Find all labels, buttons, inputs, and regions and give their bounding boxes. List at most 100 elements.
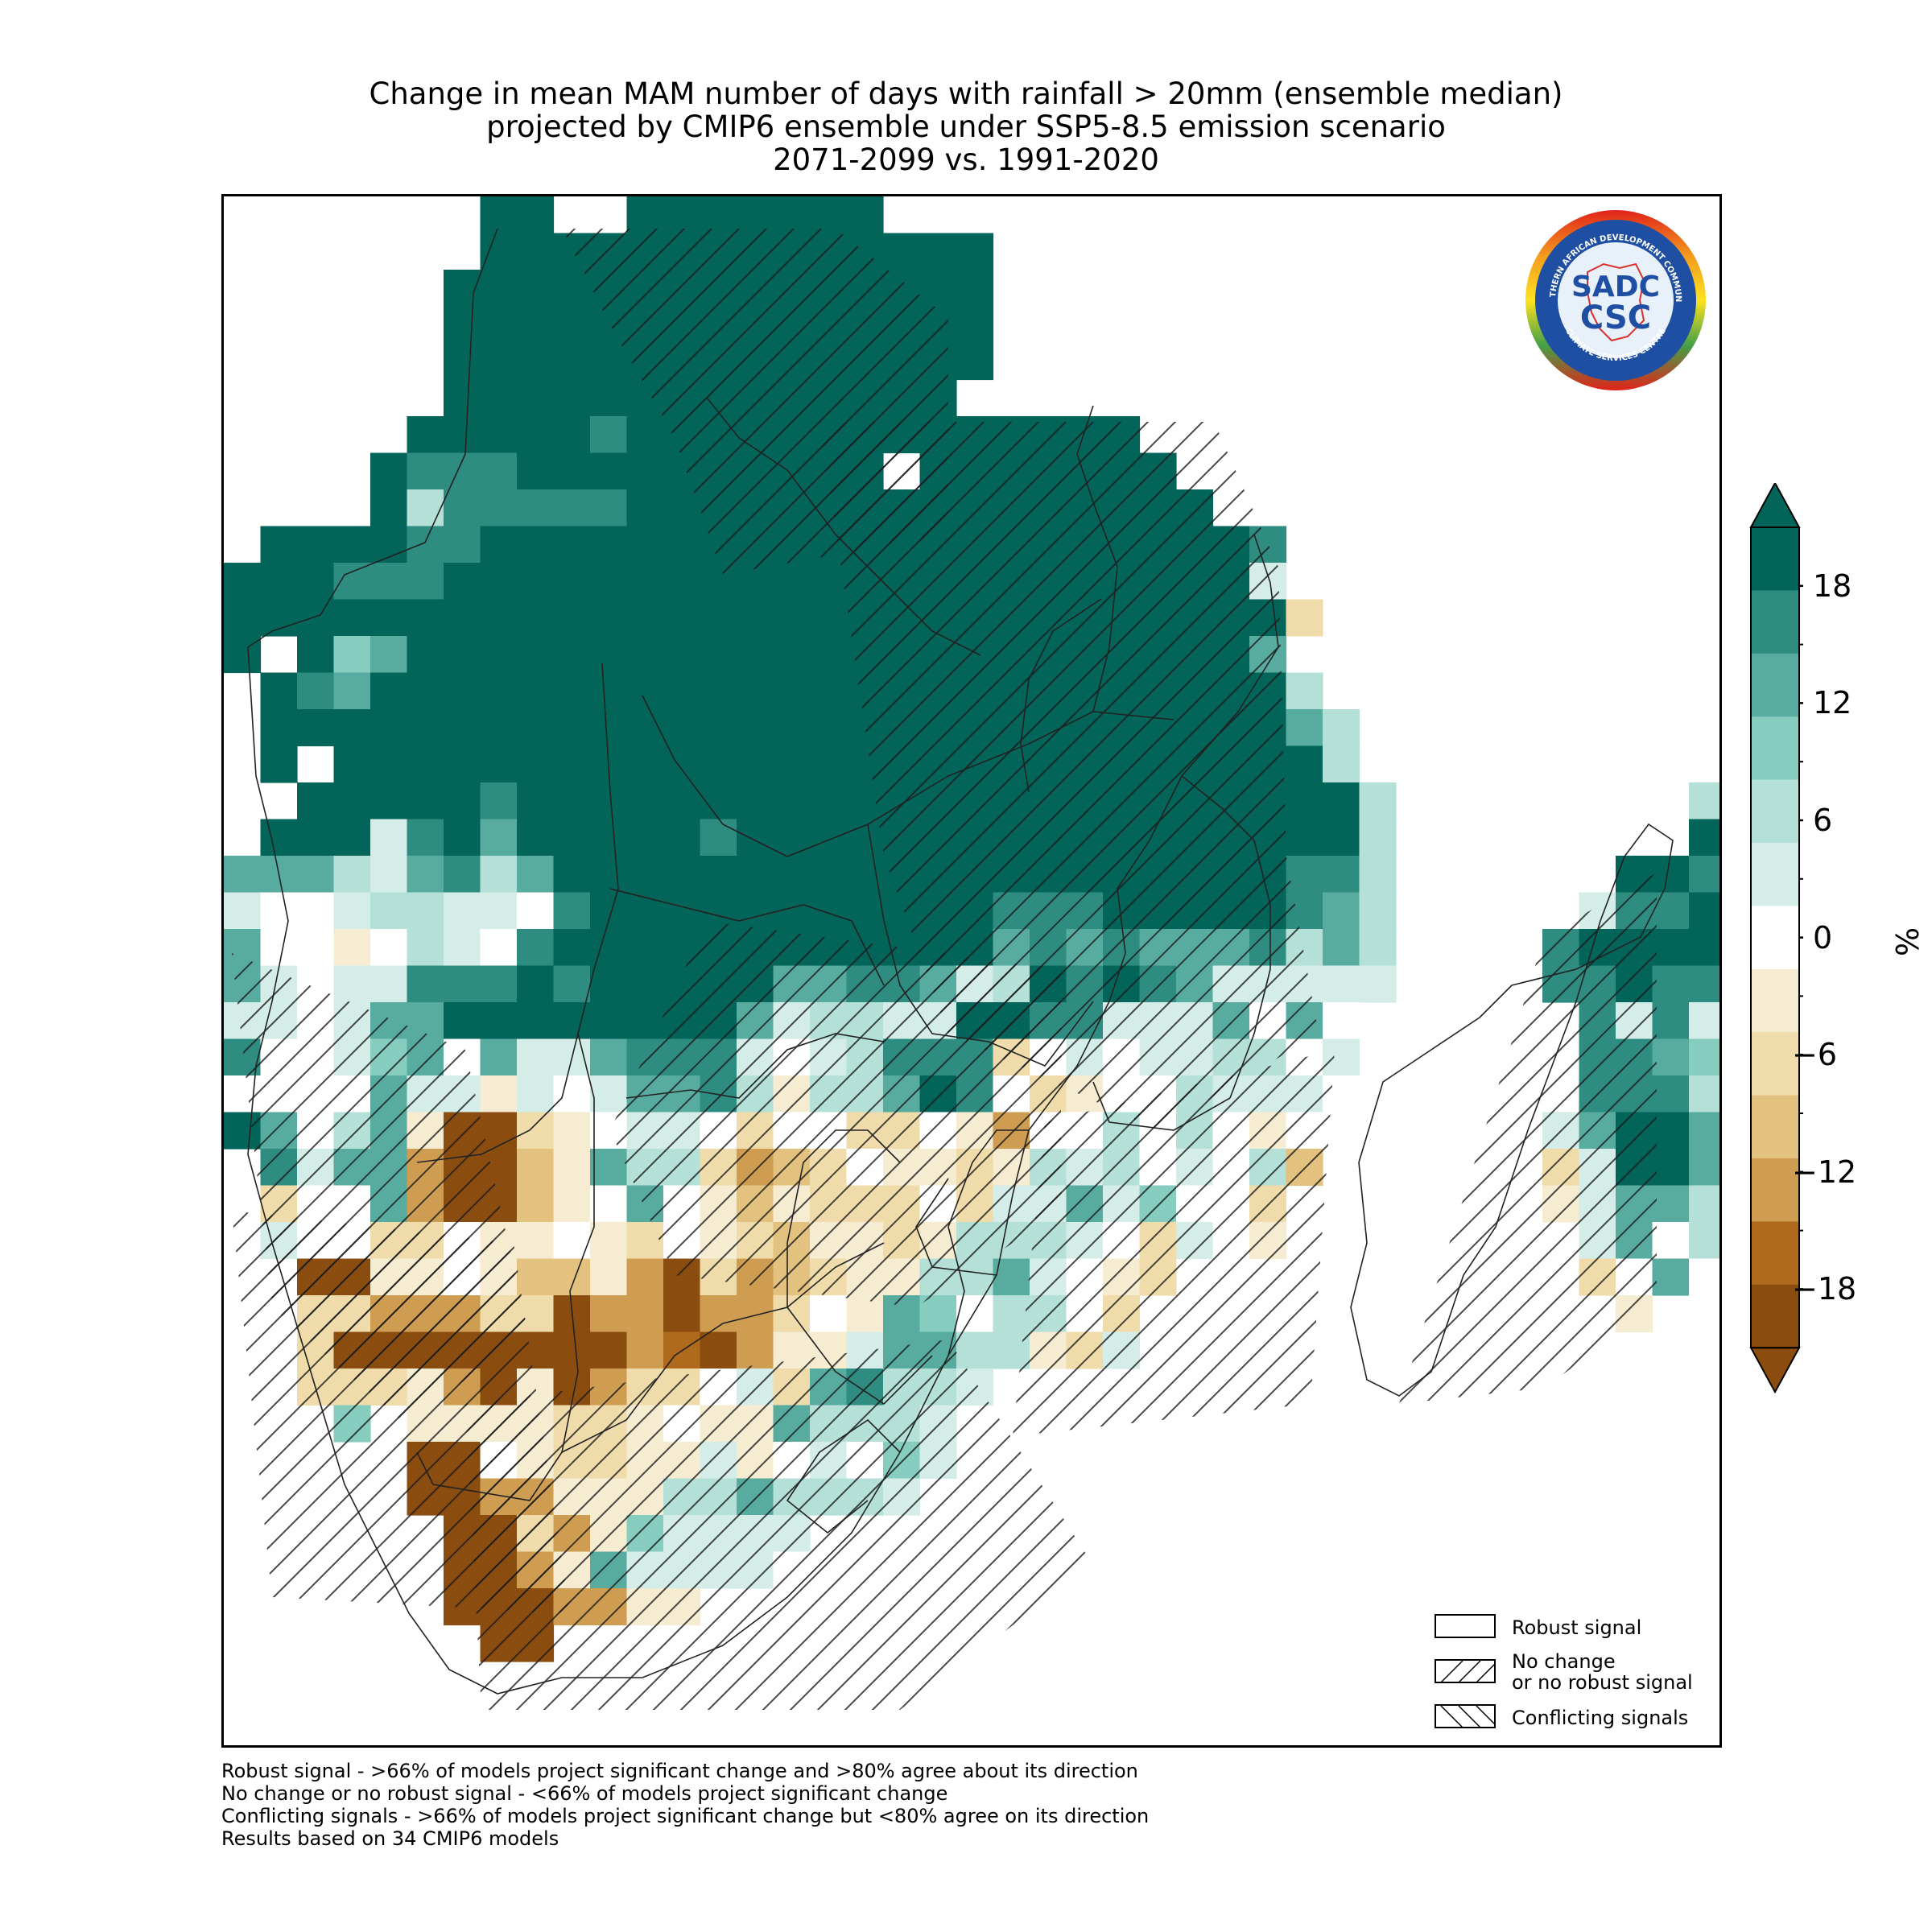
grid-cell [407,819,444,857]
grid-cell [444,636,481,674]
colorbar-bin [1751,779,1799,844]
grid-cell [260,526,298,564]
grid-cell [626,599,664,637]
grid-cell [553,343,591,381]
grid-cell [517,416,555,454]
grid-cell [333,929,371,967]
grid-cell [480,636,518,674]
grid-cell [590,599,628,637]
grid-cell [370,709,408,747]
grid-cell [1689,856,1719,894]
grid-cell [297,709,335,747]
grid-cell [517,709,555,747]
grid-cell [517,929,555,967]
grid-cell [663,819,701,857]
grid-cell [370,599,408,637]
grid-cell [737,1295,774,1333]
grid-cell [1323,819,1360,857]
grid-cell [773,563,811,601]
grid-cell [517,1185,555,1223]
grid-cell [590,892,628,930]
grid-cell [517,526,555,564]
grid-cell [663,672,701,710]
legend-label-conflicting: Conflicting signals [1512,1707,1689,1729]
grid-cell [700,196,737,234]
grid-cell [444,672,481,710]
grid-cell [407,745,444,783]
grid-cell [333,745,371,783]
grid-cell [333,856,371,894]
grid-cell [224,563,262,601]
grid-cell [480,1112,518,1150]
grid-cell [663,782,701,820]
grid-cell [480,599,518,637]
grid-cell [737,892,774,930]
legend-label-no-change-2: or no robust signal [1512,1671,1693,1694]
title-line-3: 2071-2099 vs. 1991-2020 [773,142,1159,177]
grid-cell [480,1002,518,1040]
grid-cell [517,1112,555,1150]
hatch-region [465,1340,1093,1710]
grid-cell [333,563,371,601]
grid-cell [590,1149,628,1187]
legend-swatch-no-change [1435,1659,1496,1683]
grid-cell [370,856,408,894]
grid-cell [297,819,335,857]
grid-cell [517,1075,555,1113]
grid-cell [626,563,664,601]
colorbar-bin [1751,527,1799,591]
grid-cell [846,819,884,857]
grid-cell [480,1038,518,1076]
hatch-region [819,422,1319,1130]
colorbar-tick-label: 6 [1813,803,1833,838]
grid-cell [480,709,518,747]
grid-cell [590,343,628,381]
grid-cell [444,856,481,894]
grid-cell [810,782,848,820]
grid-cell [1286,782,1323,820]
grid-cell [626,856,664,894]
grid-cell [700,856,737,894]
grid-cell [517,270,555,308]
grid-cell [297,929,335,967]
grid-cell [553,526,591,564]
grid-cell [260,672,298,710]
grid-cell [480,526,518,564]
grid-cell [663,709,701,747]
grid-cell [517,379,555,417]
grid-cell [663,892,701,930]
grid-cell [810,196,848,234]
grid-cell [663,1295,701,1333]
colorbar-tick-marks [1799,584,1803,1290]
colorbar-unit: % [1890,927,1926,956]
grid-cell [663,196,701,234]
colorbar-tick-label: 18 [1813,568,1852,604]
grid-cell [260,892,298,930]
grid-cell [663,489,701,527]
grid-cell [407,929,444,967]
footnote-conflicting: Conflicting signals - >66% of models pro… [221,1805,1150,1827]
grid-cell [1689,965,1719,1003]
grid-cell [517,1149,555,1187]
grid-cell [517,452,555,490]
grid-cell [333,599,371,637]
hatch-region [232,1211,570,1613]
grid-cell [590,929,628,967]
grid-cell [517,489,555,527]
grid-cell [810,709,848,747]
grid-cell [626,672,664,710]
grid-cell [590,1075,628,1113]
grid-cell [773,745,811,783]
grid-cell [590,782,628,820]
grid-cell [444,489,481,527]
grid-cell [444,306,481,344]
grid-cell [517,1002,555,1040]
grid-cell [626,709,664,747]
grid-cell [1359,856,1397,894]
grid-cell [1689,1075,1719,1113]
grid-cell [517,1258,555,1296]
grid-cell [626,1258,664,1296]
grid-cell [626,1295,664,1333]
grid-cell [553,929,591,967]
grid-cell [626,196,664,234]
